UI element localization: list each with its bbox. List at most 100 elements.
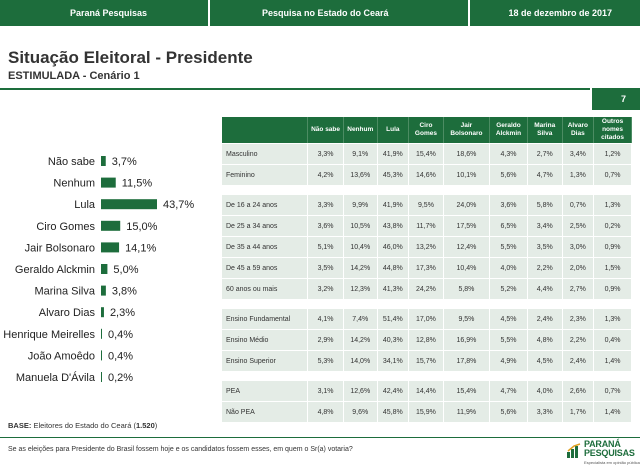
page-title: Situação Eleitoral - Presidente xyxy=(8,48,253,67)
table-cell: 17,5% xyxy=(443,216,491,236)
table-cell: 5,8% xyxy=(527,195,563,215)
bar-category-label: Henrique Meirelles xyxy=(3,329,95,341)
table-column-header: Não sabe xyxy=(308,117,344,143)
table-cell: 3,5% xyxy=(308,258,344,278)
title-divider xyxy=(0,88,590,90)
table-cell: 51,4% xyxy=(377,309,410,329)
table-cell: 14,2% xyxy=(343,258,378,278)
survey-question: Se as eleições para Presidente do Brasil… xyxy=(8,446,353,453)
crosstab-table: Não sabe Nenhum Lula Ciro Gomes Jair Bolsona… xyxy=(222,116,632,423)
bar xyxy=(101,199,157,210)
table-cell: 10,4% xyxy=(343,237,378,257)
table-cell: 3,5% xyxy=(527,237,563,257)
table-cell: 24,0% xyxy=(443,195,491,215)
table-cell: 45,8% xyxy=(377,402,410,422)
table-cell: 5,1% xyxy=(308,237,344,257)
table-cell: 5,6% xyxy=(490,165,528,185)
table-cell: 46,0% xyxy=(377,237,410,257)
table-column-header: Ciro Gomes xyxy=(409,117,444,143)
bar xyxy=(101,307,104,318)
table-cell: 0,9% xyxy=(594,237,632,257)
table-cell: 0,7% xyxy=(594,165,632,185)
table-cell: 4,0% xyxy=(490,258,528,278)
table-cell: 2,9% xyxy=(308,330,344,350)
table-cell: 13,6% xyxy=(343,165,378,185)
base-text: Eleitores do Estado do Ceará ( xyxy=(33,421,136,430)
table-cell: 5,5% xyxy=(490,330,528,350)
table-cell: 10,5% xyxy=(343,216,378,236)
table-cell: 10,4% xyxy=(443,258,491,278)
bar-value-label: 0,4% xyxy=(108,350,133,362)
table-cell: 2,5% xyxy=(562,216,595,236)
bar-category-label: Nenhum xyxy=(53,178,95,190)
table-group-gap xyxy=(222,300,632,308)
table-row: De 35 a 44 anos 5,1% 10,4% 46,0% 13,2% 12,4% 5… xyxy=(222,237,632,257)
bar xyxy=(101,264,108,274)
bar-value-label: 2,3% xyxy=(110,307,135,319)
table-cell: 7,4% xyxy=(343,309,378,329)
table-column-header: Jair Bolsonaro xyxy=(443,117,491,143)
table-cell: 5,2% xyxy=(490,279,528,299)
table-cell: 3,2% xyxy=(308,279,344,299)
table-cell: 5,3% xyxy=(308,351,344,371)
bar-category-label: Lula xyxy=(74,199,96,211)
table-cell: 17,0% xyxy=(409,309,444,329)
table-cell: 14,4% xyxy=(409,381,444,401)
page-subtitle: ESTIMULADA - Cenário 1 xyxy=(8,70,140,82)
table-cell: 3,3% xyxy=(308,144,344,164)
bar xyxy=(101,350,102,361)
table-cell: 4,3% xyxy=(490,144,528,164)
bar-category-label: Jair Bolsonaro xyxy=(25,242,95,254)
table-cell: 3,3% xyxy=(308,195,344,215)
table-column-header: Outros nomes citados xyxy=(594,117,632,143)
bar-value-label: 43,7% xyxy=(163,199,194,211)
table-cell: 9,5% xyxy=(409,195,444,215)
table-cell: 9,5% xyxy=(443,309,491,329)
bar-value-label: 11,5% xyxy=(122,178,153,190)
table-cell: 3,6% xyxy=(308,216,344,236)
table-cell: 1,3% xyxy=(594,195,632,215)
bar-value-label: 14,1% xyxy=(125,242,156,254)
table-gap-cell xyxy=(222,186,632,194)
table-cell: 41,9% xyxy=(377,195,410,215)
logo-line-1: PARANÁ xyxy=(584,439,621,449)
table-row-label: Ensino Médio xyxy=(222,330,309,350)
table-cell: 2,2% xyxy=(562,330,595,350)
bar xyxy=(101,220,121,231)
table-cell: 4,5% xyxy=(490,309,528,329)
logo-tagline: Especialista em opinião pública xyxy=(584,460,640,465)
table-cell: 17,3% xyxy=(409,258,444,278)
table-cell: 9,1% xyxy=(343,144,378,164)
bar-value-label: 0,2% xyxy=(108,372,133,384)
base-label: BASE: xyxy=(8,421,32,430)
table-cell: 1,3% xyxy=(594,309,632,329)
table-row: De 45 a 59 anos 3,5% 14,2% 44,8% 17,3% 10,4% 4… xyxy=(222,258,632,278)
bar xyxy=(101,372,102,382)
bar-category-label: Marina Silva xyxy=(34,286,95,298)
bar-category-label: João Amoêdo xyxy=(28,350,95,362)
table-row-label: De 16 a 24 anos xyxy=(222,195,309,215)
header-bar: Paraná Pesquisas Pesquisa no Estado do C… xyxy=(0,0,640,26)
crosstab-table-wrap: Não sabe Nenhum Lula Ciro Gomes Jair Bolsona… xyxy=(222,116,632,423)
table-cell: 4,5% xyxy=(527,351,563,371)
parana-pesquisas-logo: PARANÁ PESQUISAS Especialista em opinião… xyxy=(566,439,640,468)
table-row: De 16 a 24 anos 3,3% 9,9% 41,9% 9,5% 24,0% 3,6… xyxy=(222,195,632,215)
table-row-label: Feminino xyxy=(222,165,309,185)
table-cell: 5,5% xyxy=(490,237,528,257)
bar-value-label: 3,7% xyxy=(112,156,137,168)
table-cell: 3,0% xyxy=(562,237,595,257)
table-cell: 11,7% xyxy=(409,216,444,236)
table-cell: 45,3% xyxy=(377,165,410,185)
bar-value-label: 15,0% xyxy=(126,221,157,233)
table-row: Ensino Superior 5,3% 14,0% 34,1% 15,7% 17,8% 4… xyxy=(222,351,632,371)
bar xyxy=(101,285,106,296)
table-cell: 5,8% xyxy=(443,279,491,299)
table-cell: 0,2% xyxy=(594,216,632,236)
table-cell: 44,8% xyxy=(377,258,410,278)
table-cell: 4,8% xyxy=(527,330,563,350)
bar-category-label: Alvaro Dias xyxy=(39,307,96,319)
table-cell: 2,3% xyxy=(562,309,595,329)
table-row-label: Não PEA xyxy=(222,402,309,422)
logo-line-2: PESQUISAS xyxy=(584,448,635,458)
table-group-gap xyxy=(222,372,632,380)
